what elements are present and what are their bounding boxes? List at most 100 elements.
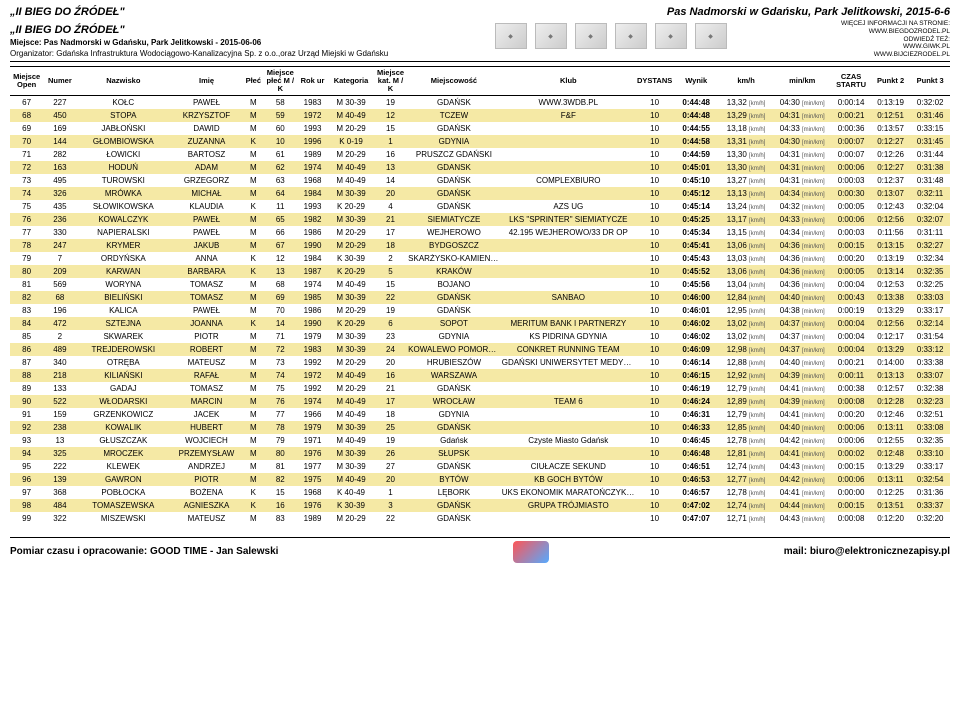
cell: 12,78 [km/h]	[719, 486, 773, 499]
cell: 196	[43, 304, 76, 317]
cell: PRUSZCZ GDAŃSKI	[407, 148, 501, 161]
footer-right: mail: biuro@elektronicznezapisy.pl	[784, 546, 950, 557]
cell: 04:41 [min/km]	[773, 382, 831, 395]
cell: 0:12:57	[871, 382, 911, 395]
cell: 0:32:27	[910, 239, 950, 252]
cell: GDAŃSK	[407, 499, 501, 512]
table-row: 75435SŁOWIKOWSKAKLAUDIAK111993K 20-294GD…	[10, 200, 950, 213]
table-row: 852SKWAREKPIOTRM711979M 30-3923GDYNIAKS …	[10, 330, 950, 343]
cell: 0:32:35	[910, 434, 950, 447]
sponsor-logo: ◆	[575, 23, 607, 49]
cell: 139	[43, 473, 76, 486]
cell: M	[243, 512, 264, 525]
cell: 10	[636, 278, 673, 291]
cell: 20	[374, 473, 407, 486]
cell: MATEUSZ	[170, 512, 243, 525]
cell: KOWALCZYK	[77, 213, 171, 226]
col-open: Miejsce Open	[10, 66, 43, 95]
cell: 10	[264, 135, 297, 148]
cell: 24	[374, 343, 407, 356]
cell: TREJDEROWSKI	[77, 343, 171, 356]
cell	[501, 512, 636, 525]
cell: 04:31 [min/km]	[773, 161, 831, 174]
event-subtitle: „II BIEG DO ŹRÓDEŁ"	[10, 24, 388, 36]
cell: 04:30 [min/km]	[773, 95, 831, 109]
col-res: Wynik	[673, 66, 719, 95]
cell: M	[243, 213, 264, 226]
cell: 12,92 [km/h]	[719, 369, 773, 382]
cell: 0:31:48	[910, 174, 950, 187]
cell: 10	[636, 356, 673, 369]
cell: 222	[43, 460, 76, 473]
cell: 04:30 [min/km]	[773, 135, 831, 148]
cell: 13	[43, 434, 76, 447]
cell: M	[243, 278, 264, 291]
col-catpl: Miejsce kat. M / K	[374, 66, 407, 95]
cell: 340	[43, 356, 76, 369]
cell: M	[243, 109, 264, 122]
cell: 1990	[297, 317, 328, 330]
cell: DAWID	[170, 122, 243, 135]
cell: 0:00:20	[831, 408, 871, 421]
table-row: 70144GŁOMBIOWSKAZUZANNAK101996K 0-191GDY…	[10, 135, 950, 148]
cell: 10	[636, 421, 673, 434]
cell: M 30-39	[328, 330, 374, 343]
cell: 2	[374, 252, 407, 265]
cell: 13,15 [km/h]	[719, 226, 773, 239]
cell: 0:46:00	[673, 291, 719, 304]
cell: 59	[264, 109, 297, 122]
cell: M 40-49	[328, 434, 374, 447]
cell: 60	[264, 122, 297, 135]
cell: 63	[264, 174, 297, 187]
cell: 0:32:23	[910, 395, 950, 408]
cell: 79	[264, 434, 297, 447]
cell: M 20-29	[328, 512, 374, 525]
cell: M 40-49	[328, 174, 374, 187]
cell: MISZEWSKI	[77, 512, 171, 525]
cell: M	[243, 122, 264, 135]
cell	[501, 304, 636, 317]
cell: 10	[636, 304, 673, 317]
cell: WORYNA	[77, 278, 171, 291]
cell: HUBERT	[170, 421, 243, 434]
cell: 1984	[297, 187, 328, 200]
cell: 0:00:05	[831, 265, 871, 278]
cell: 10	[636, 213, 673, 226]
cell: 86	[10, 343, 43, 356]
cell: GADAJ	[77, 382, 171, 395]
cell: M	[243, 473, 264, 486]
cell: GŁOMBIOWSKA	[77, 135, 171, 148]
cell: 1971	[297, 434, 328, 447]
cell: K 20-29	[328, 317, 374, 330]
cell: 13	[374, 161, 407, 174]
cell: 1968	[297, 486, 328, 499]
cell: 0:45:34	[673, 226, 719, 239]
cell: 1986	[297, 304, 328, 317]
cell: 0:00:06	[831, 161, 871, 174]
cell: 10	[636, 434, 673, 447]
cell: 10	[636, 187, 673, 200]
cell: JACEK	[170, 408, 243, 421]
cell: 0:31:54	[910, 330, 950, 343]
cell: 23	[374, 330, 407, 343]
cell: 1977	[297, 460, 328, 473]
cell: GDAŃSK	[407, 187, 501, 200]
cell	[501, 252, 636, 265]
cell: ZUZANNA	[170, 135, 243, 148]
cell: 91	[10, 408, 43, 421]
cell: 12,81 [km/h]	[719, 447, 773, 460]
cell: GŁUSZCZAK	[77, 434, 171, 447]
cell: 1993	[297, 122, 328, 135]
cell: Gdańsk	[407, 434, 501, 447]
cell: 0:00:00	[831, 486, 871, 499]
cell: M 40-49	[328, 161, 374, 174]
table-row: 90522WŁODARSKIMARCINM761974M 40-4917WROC…	[10, 395, 950, 408]
cell: ANNA	[170, 252, 243, 265]
cell: M	[243, 369, 264, 382]
cell: 0:00:04	[831, 330, 871, 343]
cell: 81	[264, 460, 297, 473]
cell: M 20-29	[328, 226, 374, 239]
cell: 04:31 [min/km]	[773, 148, 831, 161]
cell: 0:45:43	[673, 252, 719, 265]
cell: GDAŃSK	[407, 421, 501, 434]
